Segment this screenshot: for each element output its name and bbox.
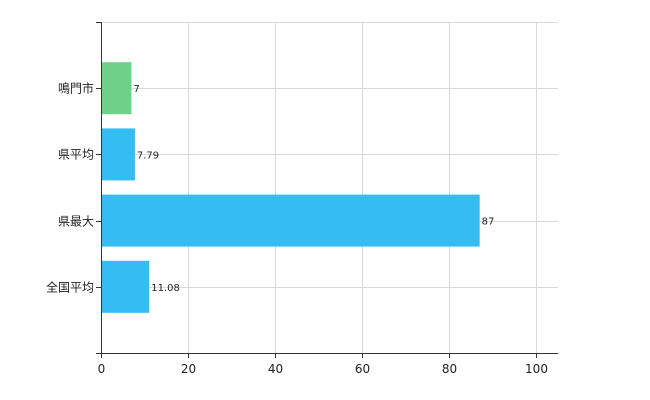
data-label-1: 7.79 — [137, 150, 159, 161]
bar-3 — [101, 260, 150, 313]
data-label-0: 7 — [133, 84, 139, 95]
y-tick-label-1: 県平均 — [58, 148, 94, 162]
x-axis-ticks: 0 20 40 60 80 100 — [98, 353, 548, 376]
y-gridlines — [101, 22, 558, 288]
x-tick-label-3: 60 — [355, 362, 370, 376]
axes — [101, 22, 558, 354]
y-tick-label-0: 鳴門市 — [58, 81, 94, 96]
bar-0 — [101, 62, 132, 115]
bar-1 — [101, 128, 135, 181]
data-label-3: 11.08 — [151, 283, 180, 294]
y-tick-label-2: 県最大 — [58, 215, 94, 229]
bar-2 — [101, 194, 480, 247]
x-tick-label-4: 80 — [442, 362, 457, 376]
data-labels: 7 7.79 87 11.08 — [133, 84, 494, 294]
y-tick-label-3: 全国平均 — [46, 280, 94, 295]
x-gridlines — [101, 22, 537, 353]
x-tick-label-1: 20 — [181, 362, 196, 376]
x-tick-label-0: 0 — [98, 362, 106, 376]
x-tick-label-5: 100 — [525, 362, 548, 376]
data-label-2: 87 — [482, 217, 495, 228]
x-tick-label-2: 40 — [268, 362, 283, 376]
bars — [101, 62, 480, 313]
